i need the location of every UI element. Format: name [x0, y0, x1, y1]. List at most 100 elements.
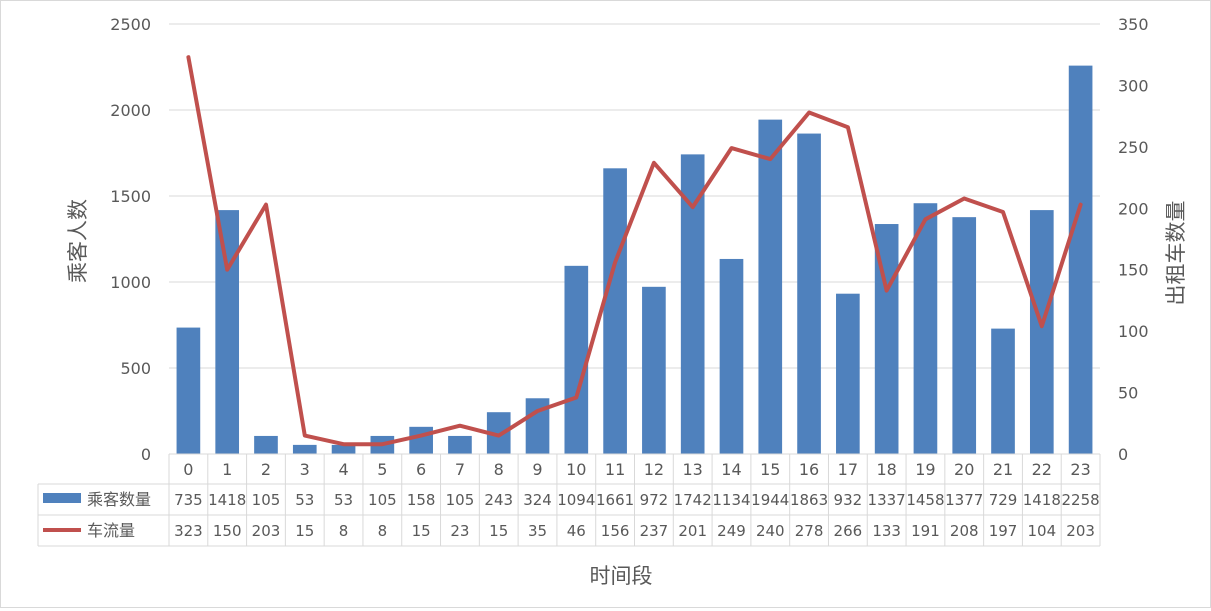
table-cell-traffic: 201 — [678, 522, 707, 540]
right-tick-label: 100 — [1118, 322, 1149, 341]
right-tick-label: 300 — [1118, 76, 1149, 95]
table-cell-passengers: 1134 — [712, 491, 750, 509]
table-cell-traffic: 240 — [756, 522, 785, 540]
x-axis-title: 时间段 — [590, 564, 653, 588]
table-cell-passengers: 2258 — [1062, 491, 1100, 509]
table-cell-passengers: 1337 — [868, 491, 906, 509]
bar — [177, 328, 201, 454]
right-tick-label: 150 — [1118, 261, 1149, 280]
table-cell-traffic: 237 — [640, 522, 669, 540]
table-cell-passengers: 1418 — [208, 491, 246, 509]
table-cell-passengers: 1661 — [596, 491, 634, 509]
x-tick-label: 14 — [721, 460, 741, 479]
table-cell-traffic: 197 — [989, 522, 1018, 540]
x-tick-label: 4 — [338, 460, 348, 479]
bar — [254, 436, 278, 454]
table-cell-passengers: 1377 — [945, 491, 983, 509]
table-cell-traffic: 203 — [1066, 522, 1095, 540]
x-tick-label: 7 — [455, 460, 465, 479]
x-tick-label: 17 — [838, 460, 858, 479]
table-cell-passengers: 53 — [295, 491, 314, 509]
table-cell-traffic: 15 — [295, 522, 314, 540]
left-tick-label: 2000 — [110, 101, 151, 120]
x-tick-label: 3 — [300, 460, 310, 479]
bar — [758, 120, 782, 454]
table-cell-passengers: 932 — [834, 491, 863, 509]
x-tick-label: 15 — [760, 460, 780, 479]
table-cell-passengers: 1418 — [1023, 491, 1061, 509]
table-cell-traffic: 208 — [950, 522, 979, 540]
x-tick-label: 20 — [954, 460, 974, 479]
table-cell-passengers: 735 — [174, 491, 203, 509]
table-cell-passengers: 1458 — [906, 491, 944, 509]
x-tick-label: 18 — [876, 460, 896, 479]
table-cell-passengers: 1944 — [751, 491, 789, 509]
x-tick-label: 16 — [799, 460, 819, 479]
table-cell-traffic: 323 — [174, 522, 203, 540]
table-cell-traffic: 15 — [489, 522, 508, 540]
table-cell-passengers: 105 — [252, 491, 281, 509]
bar — [1069, 66, 1093, 454]
left-axis-title: 乘客人数 — [66, 199, 90, 283]
right-axis-title: 出租车数量 — [1164, 201, 1188, 306]
x-tick-label: 6 — [416, 460, 426, 479]
x-tick-label: 12 — [644, 460, 664, 479]
x-tick-label: 10 — [566, 460, 586, 479]
right-tick-label: 200 — [1118, 199, 1149, 218]
left-tick-label: 1000 — [110, 273, 151, 292]
table-cell-traffic: 35 — [528, 522, 547, 540]
table-cell-passengers: 105 — [446, 491, 475, 509]
right-tick-label: 0 — [1118, 445, 1128, 464]
table-cell-traffic: 133 — [872, 522, 901, 540]
bar — [215, 210, 239, 454]
left-tick-label: 500 — [120, 359, 151, 378]
table-cell-passengers: 105 — [368, 491, 397, 509]
table-cell-traffic: 266 — [834, 522, 863, 540]
table-cell-passengers: 53 — [334, 491, 353, 509]
left-tick-label: 0 — [141, 445, 151, 464]
legend-line-label: 车流量 — [87, 521, 135, 540]
bar — [952, 217, 976, 454]
legend-bar-label: 乘客数量 — [87, 490, 151, 509]
table-cell-traffic: 104 — [1027, 522, 1056, 540]
bar — [409, 427, 433, 454]
bar — [603, 168, 627, 454]
x-tick-label: 8 — [494, 460, 504, 479]
table-cell-passengers: 729 — [989, 491, 1018, 509]
x-tick-label: 22 — [1032, 460, 1052, 479]
bar — [991, 329, 1015, 454]
table-cell-traffic: 8 — [378, 522, 388, 540]
table-cell-traffic: 249 — [717, 522, 746, 540]
bar — [797, 134, 821, 454]
table-cell-passengers: 1094 — [557, 491, 595, 509]
table-cell-traffic: 278 — [795, 522, 824, 540]
table-cell-passengers: 972 — [640, 491, 669, 509]
x-tick-label: 9 — [532, 460, 542, 479]
bar — [564, 266, 588, 454]
table-cell-passengers: 243 — [484, 491, 513, 509]
x-tick-label: 1 — [222, 460, 232, 479]
bar — [914, 203, 938, 454]
x-tick-label: 13 — [683, 460, 703, 479]
bar — [293, 445, 317, 454]
right-tick-label: 50 — [1118, 384, 1138, 403]
table-cell-traffic: 15 — [412, 522, 431, 540]
x-tick-label: 23 — [1070, 460, 1090, 479]
x-tick-label: 21 — [993, 460, 1013, 479]
right-tick-label: 250 — [1118, 138, 1149, 157]
left-tick-label: 2500 — [110, 15, 151, 34]
legend-bar-swatch — [43, 493, 81, 503]
x-tick-label: 11 — [605, 460, 625, 479]
table-cell-passengers: 1742 — [674, 491, 712, 509]
table-cell-traffic: 23 — [450, 522, 469, 540]
table-cell-passengers: 1863 — [790, 491, 828, 509]
bar — [720, 259, 744, 454]
bar — [836, 294, 860, 454]
x-tick-label: 0 — [183, 460, 193, 479]
x-tick-label: 5 — [377, 460, 387, 479]
bar — [332, 445, 356, 454]
